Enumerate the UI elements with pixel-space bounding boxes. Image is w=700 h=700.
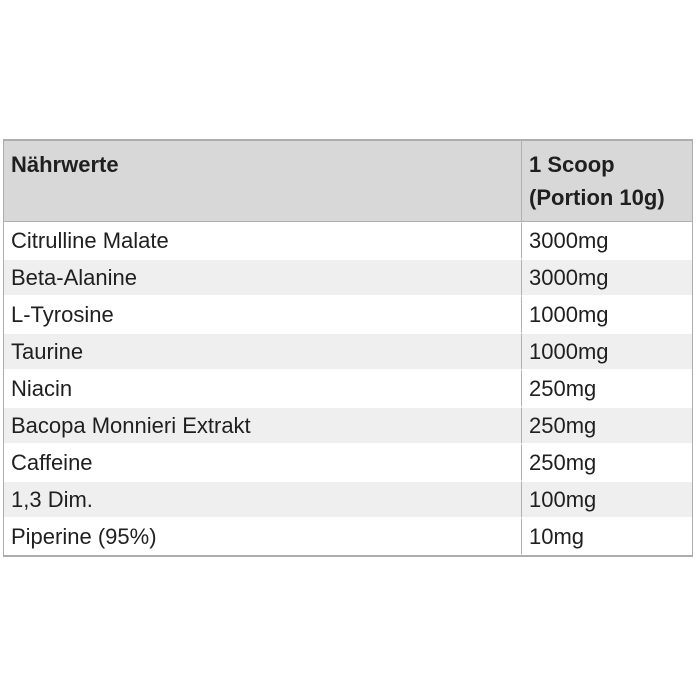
ingredient-name: Bacopa Monnieri Extrakt — [4, 407, 521, 444]
ingredient-name: Niacin — [4, 370, 521, 407]
header-serving-line1: 1 Scoop — [529, 152, 615, 177]
ingredient-amount: 3000mg — [521, 259, 692, 296]
ingredient-name: L-Tyrosine — [4, 296, 521, 333]
table-row: 1,3 Dim. 100mg — [4, 481, 692, 518]
nutrition-table: Nährwerte 1 Scoop (Portion 10g) Citrulli… — [3, 139, 693, 557]
ingredient-name: 1,3 Dim. — [4, 481, 521, 518]
header-nutrients: Nährwerte — [4, 141, 521, 222]
table-row: Niacin 250mg — [4, 370, 692, 407]
table-header-row: Nährwerte 1 Scoop (Portion 10g) — [4, 141, 692, 222]
ingredient-name: Citrulline Malate — [4, 222, 521, 259]
ingredient-amount: 250mg — [521, 370, 692, 407]
ingredient-amount: 1000mg — [521, 296, 692, 333]
table-row: Beta-Alanine 3000mg — [4, 259, 692, 296]
header-serving: 1 Scoop (Portion 10g) — [521, 141, 692, 222]
table-row: Caffeine 250mg — [4, 444, 692, 481]
ingredient-amount: 100mg — [521, 481, 692, 518]
ingredient-amount: 1000mg — [521, 333, 692, 370]
table-row: Piperine (95%) 10mg — [4, 518, 692, 555]
ingredient-amount: 10mg — [521, 518, 692, 555]
header-serving-line2: (Portion 10g) — [529, 185, 665, 210]
ingredient-amount: 250mg — [521, 444, 692, 481]
table-body: Citrulline Malate 3000mg Beta-Alanine 30… — [4, 222, 692, 555]
ingredient-name: Beta-Alanine — [4, 259, 521, 296]
ingredient-name: Caffeine — [4, 444, 521, 481]
ingredient-name: Taurine — [4, 333, 521, 370]
ingredient-amount: 3000mg — [521, 222, 692, 259]
ingredient-name: Piperine (95%) — [4, 518, 521, 555]
table-row: L-Tyrosine 1000mg — [4, 296, 692, 333]
table-row: Citrulline Malate 3000mg — [4, 222, 692, 259]
ingredient-amount: 250mg — [521, 407, 692, 444]
table-row: Taurine 1000mg — [4, 333, 692, 370]
header-nutrients-label: Nährwerte — [11, 152, 119, 177]
table-row: Bacopa Monnieri Extrakt 250mg — [4, 407, 692, 444]
